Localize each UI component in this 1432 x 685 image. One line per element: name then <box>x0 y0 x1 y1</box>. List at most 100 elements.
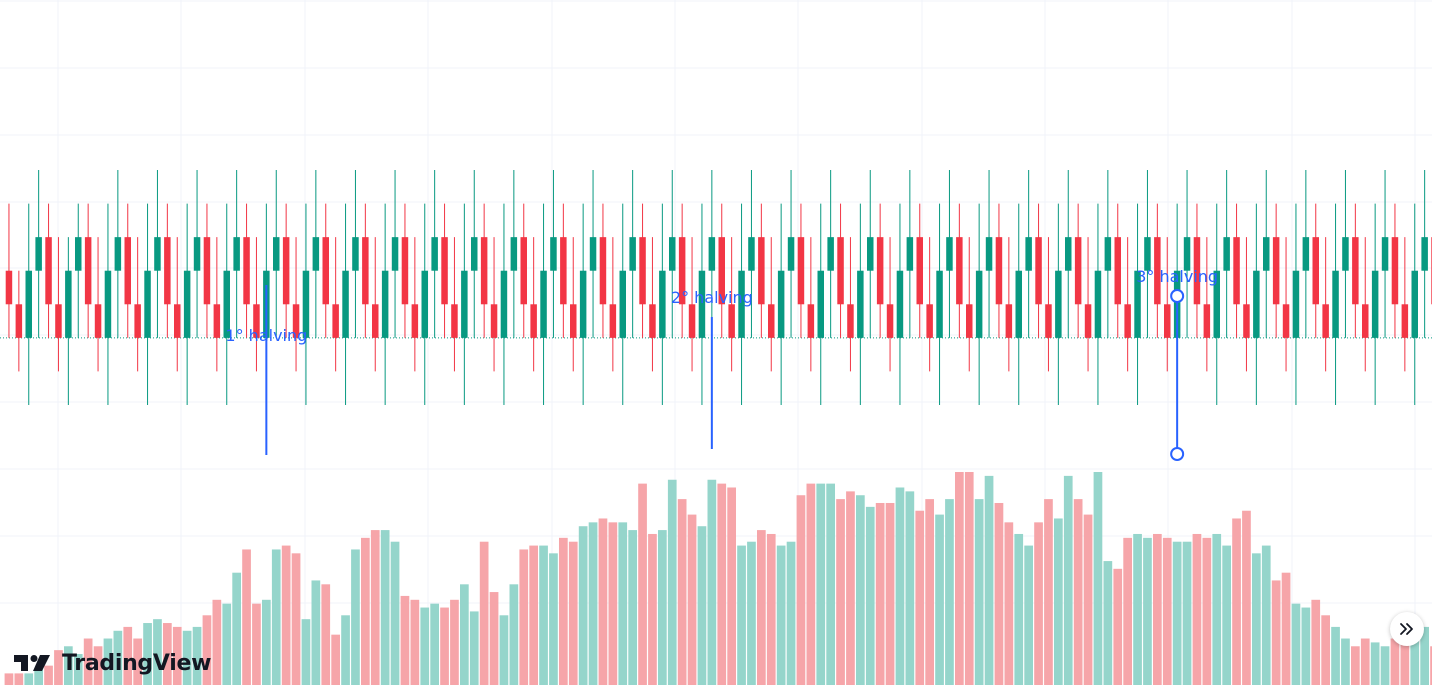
candle-body <box>678 237 686 305</box>
volume-bar <box>153 619 162 685</box>
volume-bar <box>737 545 746 685</box>
candle-body <box>362 237 369 305</box>
volume-bar <box>390 541 400 685</box>
candle-body <box>936 270 943 338</box>
volume-bar <box>400 595 410 685</box>
volume-bar <box>430 603 439 685</box>
marker-handle <box>1170 447 1185 461</box>
volume-bar <box>192 626 202 685</box>
volume-bar <box>133 638 142 685</box>
volume-bar <box>1212 533 1222 685</box>
volume-bar <box>796 495 806 685</box>
volume-bar <box>1311 599 1321 685</box>
volume-bar <box>1093 472 1103 685</box>
candle-body <box>1084 304 1092 338</box>
volume-bar <box>64 646 73 685</box>
halving-annotations[interactable]: 1° halving 2° halving 3° halving <box>225 267 1218 461</box>
volume-bar <box>1232 518 1241 685</box>
candle-body <box>1223 237 1230 271</box>
candle-body <box>1292 270 1300 338</box>
candle-body <box>550 237 557 271</box>
volume-bar <box>1291 603 1301 685</box>
candle-body <box>451 304 458 338</box>
volume-bar <box>1182 541 1192 685</box>
volume-bar <box>1143 537 1152 685</box>
volume-bar <box>1083 514 1093 685</box>
volume-bar <box>915 510 925 685</box>
candle-body <box>1015 270 1022 338</box>
volume-bar <box>588 522 598 685</box>
candle-body <box>916 237 923 305</box>
volume-bar <box>559 537 568 685</box>
candle-body <box>758 237 765 305</box>
volume-bar <box>1222 545 1231 685</box>
volume-bar <box>212 599 222 685</box>
candle-body <box>421 270 428 338</box>
volume-bar <box>370 530 380 685</box>
candle-body <box>797 237 805 305</box>
candle-body <box>1421 237 1428 271</box>
candle-body <box>1114 237 1121 305</box>
candle-body <box>1362 304 1369 338</box>
tradingview-logo[interactable]: TradingView <box>14 648 211 678</box>
candle-body <box>560 237 567 305</box>
volume-bar <box>1103 561 1113 685</box>
volume-bar <box>252 603 261 685</box>
candle-body <box>104 270 112 338</box>
scroll-to-realtime-button[interactable] <box>1390 612 1424 646</box>
volume-bar <box>628 530 637 685</box>
candle-body <box>1282 304 1290 338</box>
candle-body <box>1154 237 1161 305</box>
volume-bar <box>1261 545 1271 685</box>
candle-body <box>1055 270 1062 338</box>
volume-bar <box>499 615 509 685</box>
volume-bar <box>44 665 53 685</box>
volume-bar <box>1044 499 1053 685</box>
volume-bar <box>984 475 994 685</box>
volume-bar <box>1123 537 1132 685</box>
candle-body <box>1401 304 1409 338</box>
volume-bar <box>1063 475 1073 685</box>
candle-body <box>273 237 280 271</box>
volume-bar <box>1331 626 1340 685</box>
candle-body <box>1065 237 1072 271</box>
volume-bar <box>935 514 944 685</box>
candle-body <box>431 237 438 271</box>
candle-body <box>1144 237 1151 271</box>
volume-bar <box>460 584 469 685</box>
candle-body <box>1243 304 1250 338</box>
candle-body <box>1183 237 1191 271</box>
candle-body <box>629 237 636 271</box>
candle-body <box>461 270 468 338</box>
candle-body <box>659 270 666 338</box>
volume-bar <box>202 615 212 685</box>
volume-bar <box>895 487 905 685</box>
halving-label: 2° halving <box>671 288 753 307</box>
candle-body <box>540 270 547 338</box>
candle-body <box>609 304 617 338</box>
candle-body <box>1253 270 1260 338</box>
candle-body <box>966 304 973 338</box>
volume-bar <box>93 646 103 685</box>
volume-bar <box>568 541 578 685</box>
candle-body <box>134 304 141 338</box>
volume-bar <box>1380 646 1390 685</box>
candle-body <box>837 237 844 305</box>
volume-bar <box>34 669 43 685</box>
volume-bar <box>14 673 24 685</box>
volume-bar <box>163 623 172 685</box>
volume-bar <box>281 545 291 685</box>
candle-body <box>896 270 904 338</box>
candle-body <box>946 237 953 271</box>
volume-bar <box>301 619 311 685</box>
candle-body <box>1332 270 1339 338</box>
candle-body <box>975 270 983 338</box>
volume-bar <box>321 584 331 685</box>
volume-bar <box>667 479 677 685</box>
candle-body <box>154 237 161 271</box>
double-chevron-right-icon <box>1400 623 1413 635</box>
candle-body <box>213 304 221 338</box>
candle-body <box>1233 237 1240 305</box>
volume-bar <box>469 611 479 685</box>
